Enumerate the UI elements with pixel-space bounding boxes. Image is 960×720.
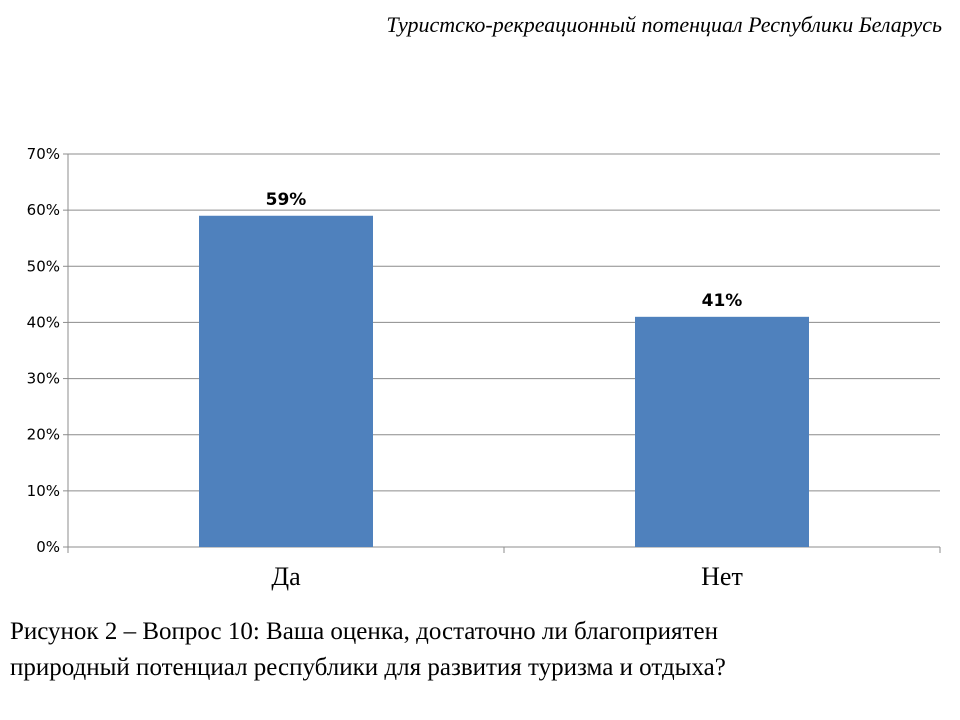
y-tick-label: 40% <box>27 313 60 331</box>
bar-data-label: 59% <box>266 190 307 210</box>
y-tick-label: 20% <box>27 426 60 444</box>
figure-caption: Рисунок 2 – Вопрос 10: Ваша оценка, дост… <box>10 614 950 686</box>
page-header-title: Туристско-рекреационный потенциал Респуб… <box>386 12 942 37</box>
y-tick-label: 10% <box>27 482 60 500</box>
y-tick-label: 60% <box>27 201 60 219</box>
x-category-label: Нет <box>701 562 743 591</box>
bar-chart: 0% 10% 20% 30% 40% 50% 60% 70% 59% Да 41% Нет <box>27 145 941 591</box>
y-tick-label: 0% <box>36 538 60 556</box>
x-category-label: Да <box>271 562 301 591</box>
bar-data-label: 41% <box>702 291 743 311</box>
y-tick-label: 30% <box>27 370 60 388</box>
caption-line-2: природный потенциал республики для разви… <box>10 654 726 681</box>
bar-1 <box>199 215 373 547</box>
y-tick-label: 50% <box>27 257 60 275</box>
caption-line-1: Рисунок 2 – Вопрос 10: Ваша оценка, дост… <box>10 618 718 645</box>
y-tick-label: 70% <box>27 145 60 163</box>
bar-2 <box>635 316 809 547</box>
